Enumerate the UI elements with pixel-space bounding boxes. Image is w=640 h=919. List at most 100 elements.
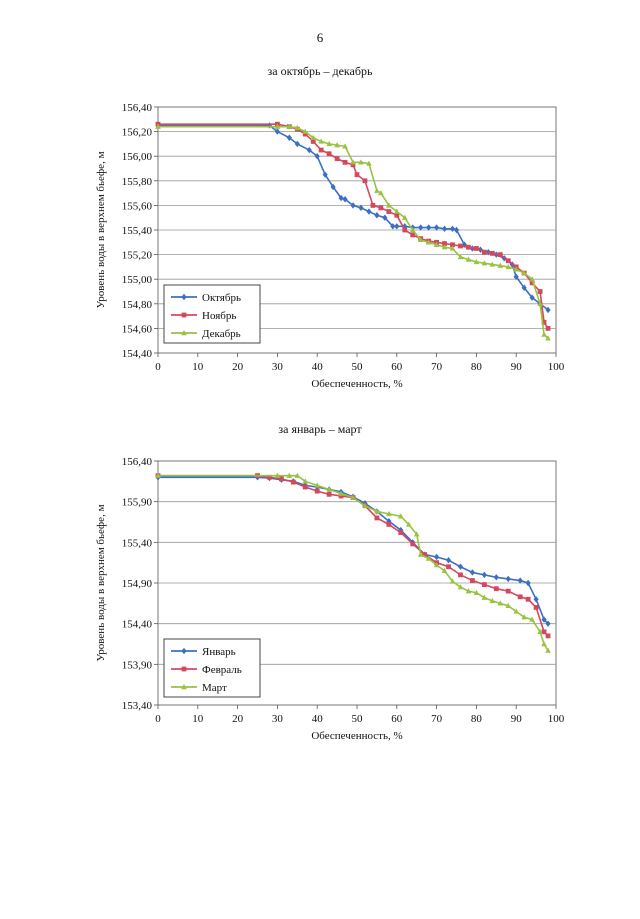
legend-marker — [181, 684, 187, 690]
series-line — [158, 476, 549, 625]
y-tick-label: 153,40 — [122, 700, 153, 712]
y-tick-label: 155,00 — [122, 274, 153, 286]
data-point — [497, 252, 503, 257]
data-point — [286, 123, 293, 129]
data-point — [374, 515, 380, 521]
y-tick-label: 154,40 — [122, 348, 153, 360]
data-point — [449, 245, 456, 251]
data-point — [449, 225, 456, 232]
x-axis-title: Обеспеченность, % — [311, 378, 402, 390]
data-point — [537, 289, 543, 294]
legend-marker — [181, 330, 187, 336]
data-point — [461, 241, 468, 248]
data-point — [386, 209, 392, 214]
data-point — [545, 633, 551, 639]
data-point — [382, 214, 388, 221]
data-point — [366, 160, 372, 166]
data-point — [493, 586, 499, 592]
y-tick-label: 155,40 — [122, 537, 153, 549]
data-point — [533, 605, 539, 610]
data-point — [386, 202, 392, 208]
data-point — [326, 486, 332, 492]
data-point — [290, 479, 296, 485]
data-point — [425, 555, 432, 561]
data-point — [442, 241, 447, 246]
data-point — [386, 510, 392, 517]
data-point — [481, 249, 487, 255]
data-point — [310, 134, 317, 140]
data-point — [386, 522, 392, 527]
data-point — [302, 128, 309, 134]
data-point — [434, 553, 440, 561]
data-point — [358, 204, 364, 212]
chart-2: 153,40 153,90 154,40 154,90 155,40 155,90 156,… — [95, 456, 565, 742]
data-point — [426, 224, 432, 231]
x-tick-label: 80 — [471, 713, 483, 725]
data-point — [405, 521, 412, 527]
data-point — [394, 208, 400, 214]
data-point — [417, 236, 424, 243]
x-tick-label: 70 — [431, 713, 443, 725]
legend-label: Ноябрь — [202, 310, 236, 322]
data-point — [326, 140, 332, 147]
data-point — [334, 142, 340, 148]
legend-label: Декабрь — [202, 328, 241, 340]
y-axis-title: Уровень воды в верхнем бьефе, м — [95, 151, 107, 308]
legend-marker — [181, 647, 187, 655]
data-point — [465, 256, 472, 262]
data-point — [433, 562, 440, 568]
x-tick-label: 30 — [272, 361, 284, 373]
data-point — [318, 138, 324, 144]
data-point — [537, 628, 543, 634]
x-tick-label: 0 — [155, 713, 161, 725]
x-tick-label: 100 — [548, 361, 565, 373]
data-point — [401, 214, 408, 220]
data-point — [338, 194, 344, 202]
data-point — [330, 183, 336, 191]
data-point — [410, 541, 416, 547]
data-point — [413, 531, 420, 537]
x-tick-label: 40 — [312, 361, 324, 373]
data-point — [545, 335, 551, 341]
data-point — [402, 227, 408, 233]
data-point — [155, 472, 161, 478]
data-point — [513, 266, 519, 272]
data-point — [513, 608, 519, 614]
x-tick-label: 10 — [192, 713, 204, 725]
data-point — [334, 156, 340, 162]
data-point — [441, 244, 448, 250]
data-point — [465, 588, 472, 594]
chart-1: 154,40 154,60 154,80 155,00 155,20 155,40 155,… — [95, 102, 565, 390]
data-point — [310, 139, 316, 144]
data-point — [473, 589, 480, 595]
data-point — [362, 178, 368, 184]
data-point — [473, 258, 480, 265]
data-point — [394, 212, 400, 218]
data-point — [450, 242, 455, 248]
data-point — [505, 602, 512, 608]
legend-label: Март — [202, 682, 227, 694]
data-point — [354, 172, 360, 178]
data-point — [366, 208, 372, 215]
legend-label: Январь — [202, 646, 236, 658]
data-point — [326, 151, 332, 157]
data-point — [541, 641, 547, 647]
data-point — [505, 258, 511, 264]
data-point — [525, 596, 531, 602]
x-tick-label: 80 — [471, 361, 483, 373]
y-axis-title: Уровень воды в верхнем бьефе, м — [95, 504, 107, 661]
data-point — [425, 239, 432, 245]
data-point — [517, 594, 523, 600]
data-point — [541, 331, 547, 337]
data-point — [267, 474, 272, 480]
data-point — [370, 203, 376, 208]
data-point — [394, 223, 400, 230]
data-point — [314, 482, 320, 488]
data-point — [322, 171, 328, 178]
data-point — [521, 270, 527, 276]
x-tick-label: 40 — [312, 713, 324, 725]
data-point — [274, 128, 280, 135]
data-point — [278, 476, 284, 482]
y-tick-label: 154,60 — [122, 323, 153, 335]
data-point — [398, 526, 404, 534]
